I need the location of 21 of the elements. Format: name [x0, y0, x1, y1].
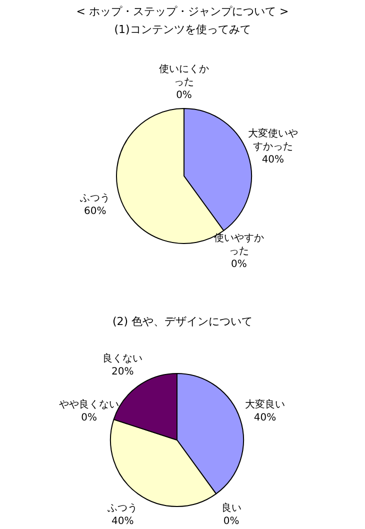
text: 0% — [223, 516, 240, 527]
slice-label: 良くない — [102, 352, 143, 364]
text: 0% — [176, 90, 192, 102]
data-label: 20% — [112, 366, 134, 378]
text: 0% — [81, 412, 97, 424]
text: 0% — [231, 259, 247, 270]
data-label: 60% — [84, 206, 106, 217]
category-label: 良い — [221, 502, 242, 514]
slice-label: ふつう — [79, 192, 110, 204]
category-label: 使いやすかった — [214, 233, 264, 258]
category-label: 使いにくかった — [159, 64, 209, 88]
chart-subtitle: (1)コンテンツを使ってみて — [113, 22, 252, 37]
slice-label: 大変良い — [244, 398, 285, 411]
slice-label: ふつう — [106, 502, 138, 514]
data-label: 40% — [254, 412, 276, 424]
data-label: 40% — [262, 154, 284, 166]
slice-label: 大変使いやすかった — [248, 128, 298, 153]
data-label: 40% — [112, 516, 134, 527]
chart-title: < ホップ・ステップ・ジャンプについて > — [75, 4, 290, 19]
chart-title: (2) 色や、デザインについて — [111, 314, 254, 329]
category-label: やや良くない — [59, 400, 120, 411]
